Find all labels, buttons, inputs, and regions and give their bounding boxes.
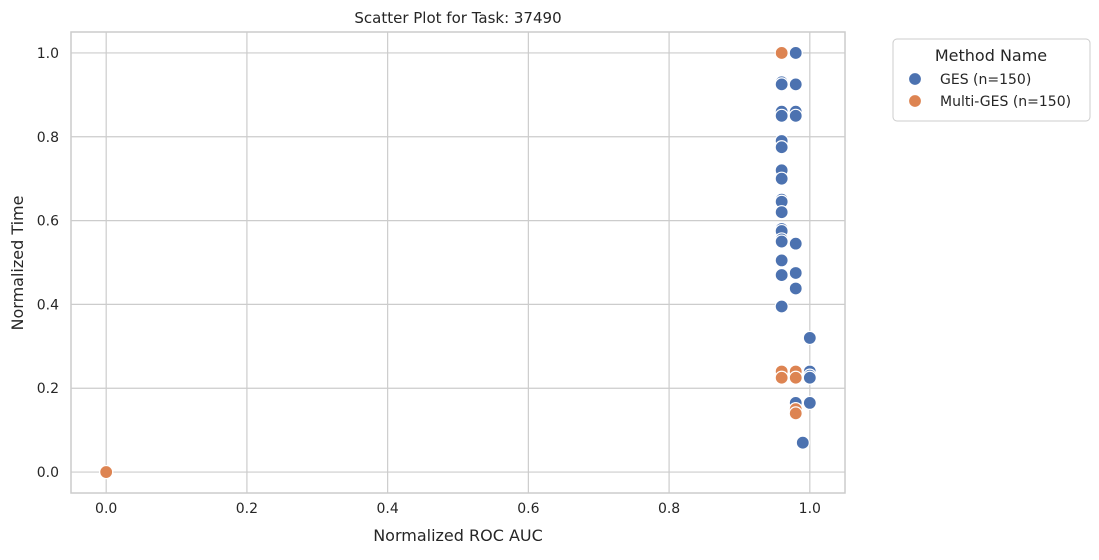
legend: Method Name GES (n=150) Multi-GES (n=150): [892, 38, 1091, 122]
legend-marker: [907, 71, 923, 87]
legend-box: [892, 38, 1091, 122]
scatter-point: [774, 108, 789, 123]
y-tick-label: 0.8: [37, 130, 59, 146]
legend-entry-label: Multi-GES (n=150): [940, 94, 1071, 110]
chart-title: Scatter Plot for Task: 37490: [354, 9, 561, 27]
scatter-point: [774, 234, 789, 249]
scatter-point: [788, 370, 803, 385]
axis-ticks: 0.0 0.2 0.4 0.6 0.8 1.0 0.0 0.2 0.4 0.6 0.8 1.0: [37, 46, 821, 517]
scatter-point: [99, 464, 114, 480]
scatter-point: [774, 140, 789, 155]
y-axis-label: Normalized Time: [8, 196, 27, 331]
x-tick-label: 0.4: [377, 501, 399, 517]
y-tick-label: 0.2: [37, 381, 59, 397]
scatter-point: [802, 370, 817, 385]
y-tick-label: 1.0: [37, 46, 59, 62]
scatter-point: [788, 108, 803, 123]
scatter-point: [802, 330, 817, 346]
series-0: [99, 45, 817, 480]
legend-marker: [907, 93, 923, 109]
scatter-point: [774, 171, 789, 186]
scatter-point: [788, 77, 803, 92]
y-tick-label: 0.0: [37, 465, 59, 481]
scatter-point: [788, 406, 803, 421]
x-tick-label: 0.2: [236, 501, 258, 517]
series-1: [99, 45, 803, 480]
scatter-point: [774, 253, 789, 268]
scatter-point: [774, 77, 789, 92]
scatter-point: [795, 435, 810, 450]
x-tick-label: 0.8: [658, 501, 680, 517]
scatter-point: [774, 45, 789, 61]
legend-entry-label: GES (n=150): [940, 72, 1031, 88]
legend-title: Method Name: [935, 46, 1047, 65]
y-tick-label: 0.4: [37, 297, 59, 313]
scatter-point: [774, 205, 789, 220]
y-tick-label: 0.6: [37, 214, 59, 230]
scatter-point: [788, 45, 803, 61]
scatter-point: [788, 281, 803, 296]
x-axis-label: Normalized ROC AUC: [373, 526, 543, 545]
scatter-point: [774, 267, 789, 283]
scatter-point: [802, 395, 817, 410]
grid-lines: [71, 32, 845, 493]
scatter-point: [788, 236, 803, 251]
x-tick-label: 0.0: [95, 501, 117, 517]
x-tick-label: 0.6: [517, 501, 539, 517]
scatter-point: [774, 299, 789, 314]
scatter-point: [774, 370, 789, 385]
scatter-point: [788, 265, 803, 281]
x-tick-label: 1.0: [799, 501, 821, 517]
plot-frame: [70, 31, 846, 494]
data-points: [99, 45, 817, 480]
